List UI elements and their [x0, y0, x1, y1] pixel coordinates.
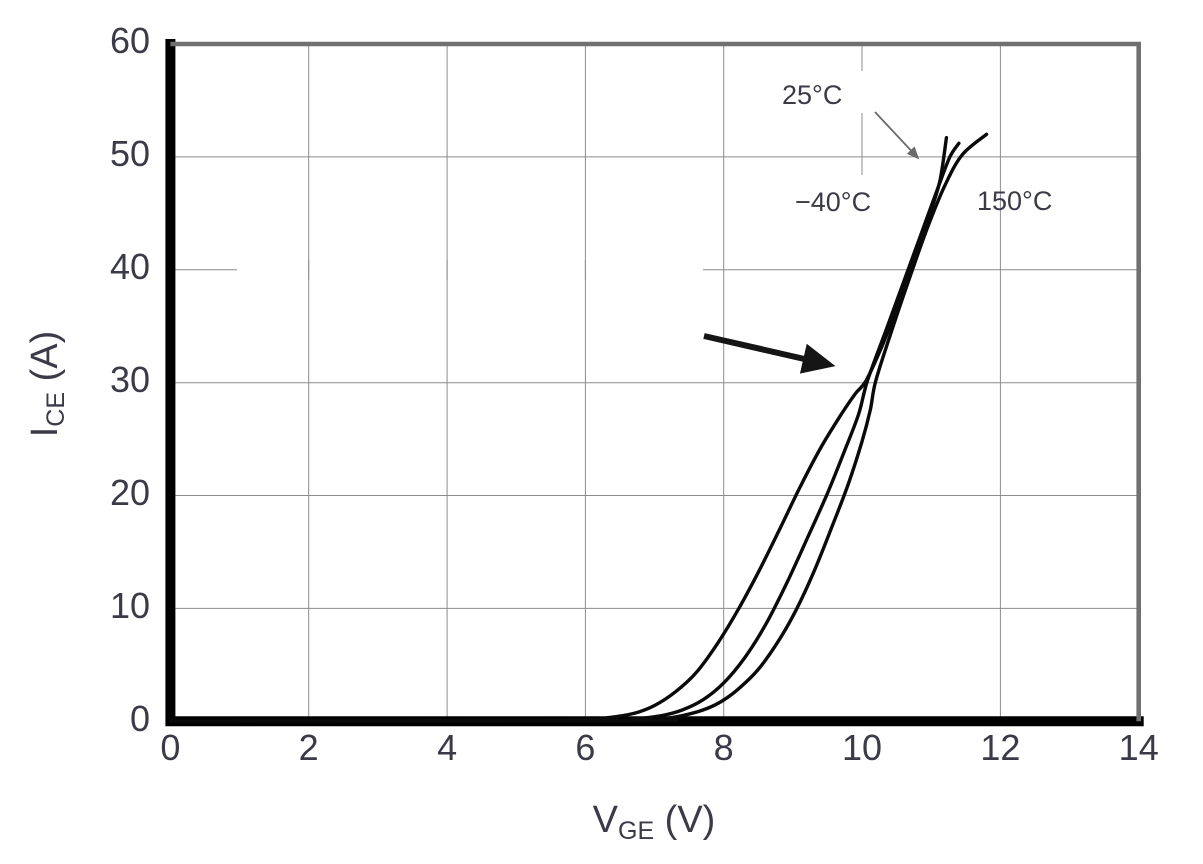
svg-text:20: 20	[110, 472, 150, 513]
svg-text:14: 14	[1119, 727, 1159, 768]
svg-text:60: 60	[110, 20, 150, 61]
svg-text:30: 30	[110, 359, 150, 400]
svg-text:50: 50	[110, 133, 150, 174]
svg-text:40: 40	[110, 246, 150, 287]
svg-text:10: 10	[110, 585, 150, 626]
svg-text:25°C: 25°C	[782, 80, 842, 110]
svg-text:8: 8	[714, 727, 734, 768]
svg-text:4: 4	[437, 727, 457, 768]
svg-text:VGE (V): VGE (V)	[593, 799, 716, 845]
svg-text:2: 2	[299, 727, 319, 768]
svg-text:0: 0	[160, 727, 180, 768]
svg-text:6: 6	[575, 727, 595, 768]
svg-text:10: 10	[842, 727, 882, 768]
svg-text:0: 0	[130, 698, 150, 739]
svg-text:12: 12	[980, 727, 1020, 768]
svg-text:−40°C: −40°C	[795, 187, 871, 217]
svg-text:150°C: 150°C	[977, 186, 1052, 216]
